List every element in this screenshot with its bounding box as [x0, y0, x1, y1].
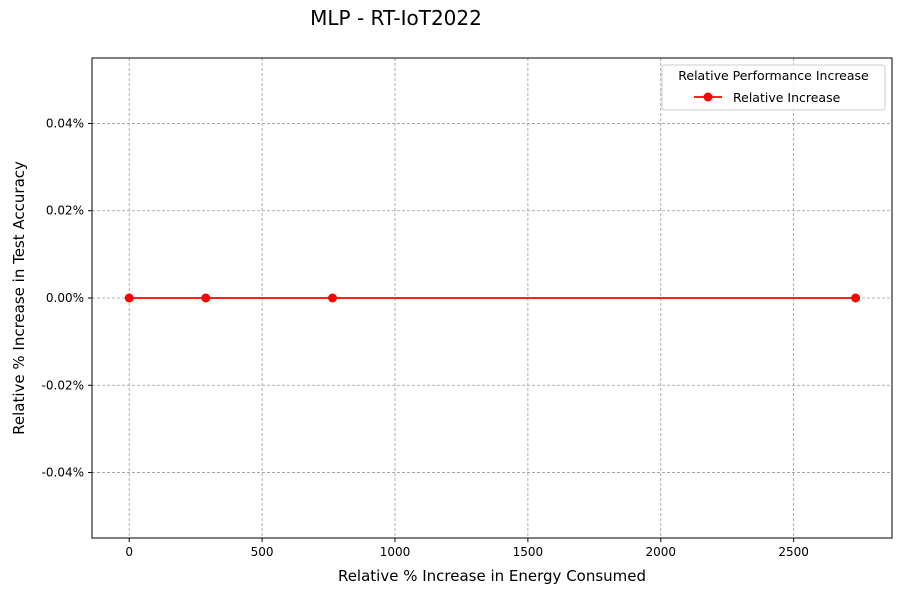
legend-series-marker-sample	[703, 92, 713, 102]
x-tick-label: 1500	[513, 545, 544, 559]
legend-series-label: Relative Increase	[733, 90, 841, 105]
legend-title: Relative Performance Increase	[678, 68, 869, 83]
x-tick-label: 500	[251, 545, 274, 559]
y-tick-layer: 0.04% 0.02% 0.00% -0.02% -0.04%	[42, 116, 92, 480]
y-tick-label: -0.04%	[42, 466, 84, 480]
x-tick-layer: 0 500 1000 1500 2000 2500	[125, 538, 809, 559]
x-tick-label: 1000	[380, 545, 411, 559]
x-tick-label: 0	[125, 545, 133, 559]
series-layer	[124, 293, 861, 303]
x-axis-label: Relative % Increase in Energy Consumed	[338, 567, 646, 585]
y-tick-label: 0.00%	[46, 291, 84, 305]
legend-box	[661, 64, 886, 111]
y-tick-label: 0.04%	[46, 116, 84, 130]
data-point	[201, 293, 211, 303]
y-tick-label: -0.02%	[42, 378, 84, 392]
y-axis-label: Relative % Increase in Test Accuracy	[10, 161, 28, 435]
y-tick-label: 0.02%	[46, 204, 84, 218]
data-point	[328, 293, 338, 303]
data-point	[851, 293, 861, 303]
x-tick-label: 2500	[778, 545, 809, 559]
data-point	[124, 293, 134, 303]
chart-title: MLP - RT-IoT2022	[310, 6, 482, 30]
legend: Relative Performance Increase Relative I…	[661, 64, 886, 111]
x-tick-label: 2000	[645, 545, 676, 559]
